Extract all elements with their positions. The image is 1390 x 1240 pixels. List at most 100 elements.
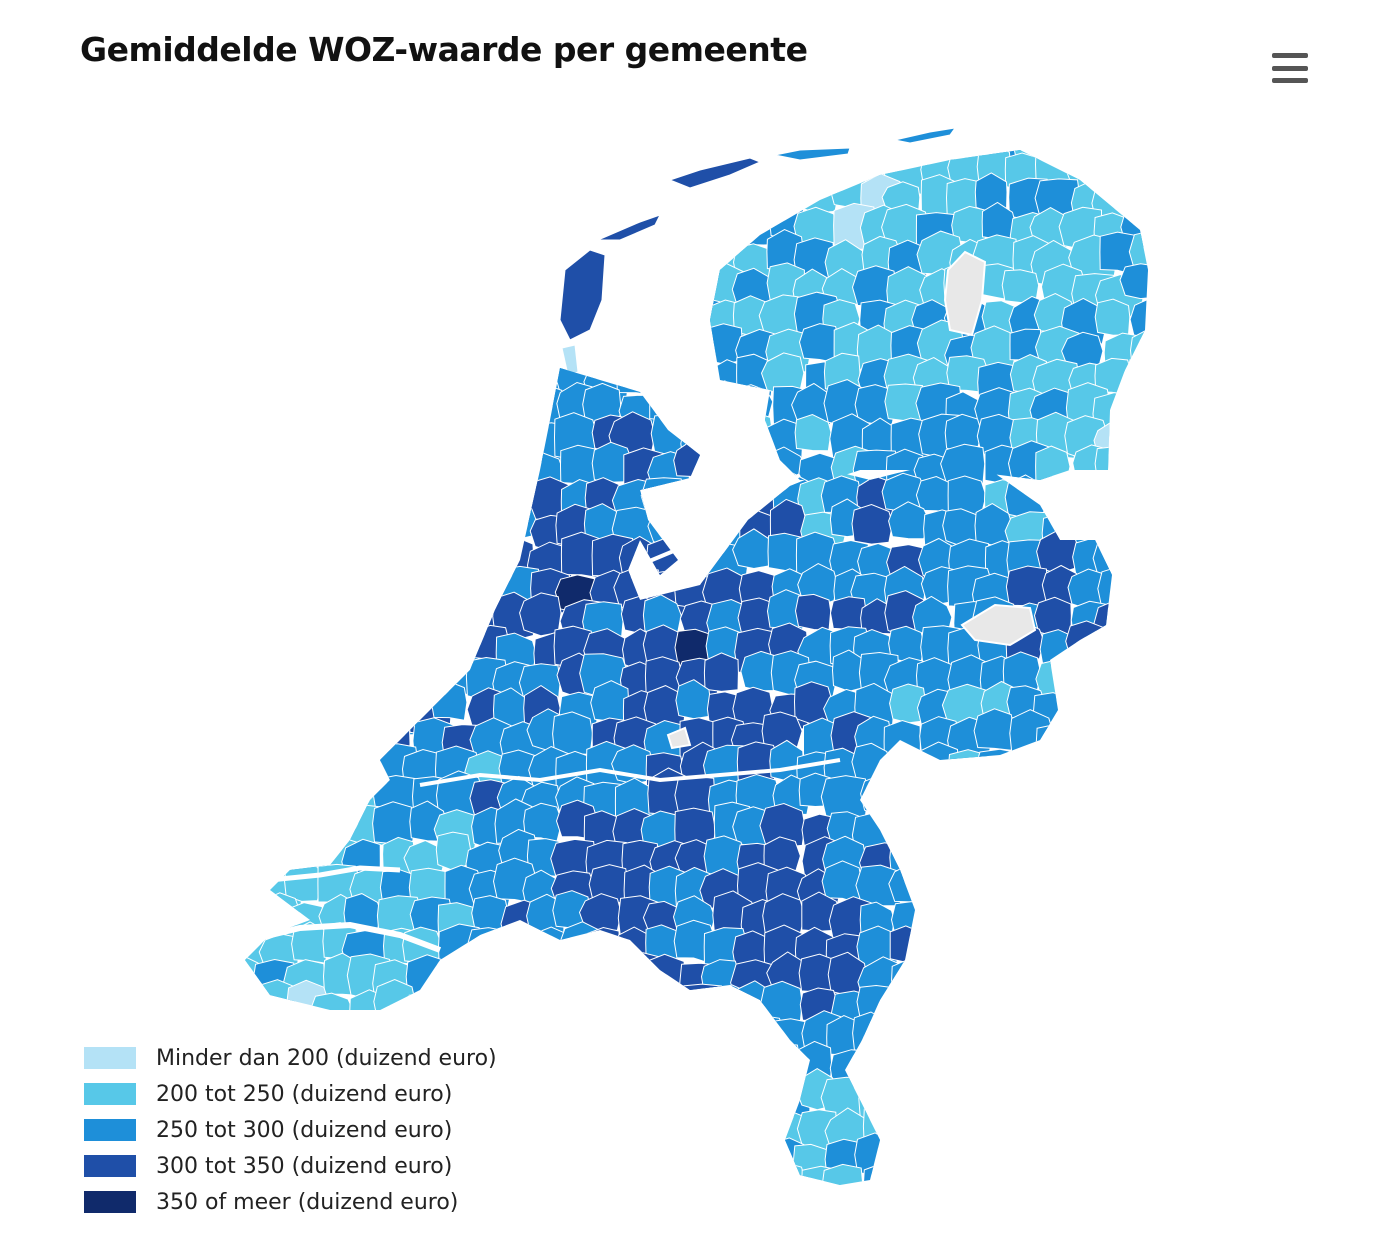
municipality-cell xyxy=(1094,298,1131,336)
municipality-cell xyxy=(654,1072,696,1121)
municipality-cell xyxy=(1064,685,1114,737)
municipality-cell xyxy=(346,441,394,489)
municipality-cell xyxy=(1003,927,1048,974)
municipality-cell xyxy=(309,992,354,1032)
municipality-cell xyxy=(882,1105,926,1150)
municipality-cell xyxy=(372,150,414,158)
municipality-cell xyxy=(497,268,537,309)
municipality-cell xyxy=(1042,474,1081,516)
municipality-cell xyxy=(974,991,1015,1036)
municipality-cell xyxy=(618,986,662,1030)
municipality-cell xyxy=(498,301,539,343)
municipality-cell xyxy=(1122,651,1148,697)
municipality-cell xyxy=(496,241,546,287)
municipality-cell xyxy=(738,1134,784,1174)
municipality-cell xyxy=(347,746,383,786)
municipality-cell xyxy=(252,808,298,853)
municipality-cell xyxy=(851,503,894,545)
municipality-cell xyxy=(522,323,570,370)
municipality-cell xyxy=(701,323,743,365)
municipality-cell xyxy=(1127,354,1148,389)
municipality-cell xyxy=(561,150,605,193)
municipality-cell xyxy=(730,1104,776,1154)
municipality-cell xyxy=(283,720,326,761)
municipality-cell xyxy=(344,264,385,305)
municipality-cell xyxy=(791,382,834,426)
municipality-cell xyxy=(463,357,504,398)
municipality-cell xyxy=(855,150,899,168)
municipality-cell xyxy=(350,172,395,219)
municipality-cell xyxy=(254,300,302,344)
municipality-cell xyxy=(675,1082,718,1125)
municipality-cell xyxy=(563,170,603,209)
municipality-cell xyxy=(289,239,330,285)
hamburger-menu-icon[interactable] xyxy=(1268,50,1312,86)
municipality-cell xyxy=(1064,715,1110,755)
municipality-cell xyxy=(798,323,840,364)
municipality-cell xyxy=(339,687,386,733)
municipality-cell xyxy=(559,1104,605,1151)
menu-bar xyxy=(1272,65,1308,71)
municipality-cell xyxy=(640,477,686,519)
municipality-cell xyxy=(344,630,388,677)
municipality-cell xyxy=(414,291,457,344)
municipality-cell xyxy=(968,1165,1010,1185)
municipality-cell xyxy=(1036,1012,1080,1057)
municipality-cell xyxy=(310,295,360,344)
municipality-cell xyxy=(467,168,506,213)
municipality-cell xyxy=(245,502,280,553)
municipality-cell xyxy=(375,211,412,252)
municipality-cell xyxy=(495,502,537,541)
municipality-cell xyxy=(734,446,778,493)
municipality-cell xyxy=(499,954,543,1002)
municipality-cell xyxy=(1124,957,1148,1001)
municipality-cell xyxy=(860,774,902,816)
municipality-cell xyxy=(404,534,444,572)
municipality-cell xyxy=(735,150,771,158)
municipality-cell xyxy=(317,714,356,754)
region-texel xyxy=(559,249,606,341)
municipality-cell xyxy=(676,1134,714,1174)
municipality-cell xyxy=(438,208,488,257)
municipality-cell xyxy=(526,1165,564,1185)
municipality-cell xyxy=(1128,230,1148,275)
municipality-cell xyxy=(1119,596,1148,644)
municipality-cell xyxy=(379,179,419,221)
municipality-cell xyxy=(680,1165,720,1185)
municipality-cell xyxy=(245,561,269,608)
municipality-cell xyxy=(283,862,323,902)
municipality-cell xyxy=(408,989,446,1029)
municipality-cell xyxy=(984,959,1025,1000)
municipality-cell xyxy=(433,993,470,1033)
municipality-cell xyxy=(888,809,933,853)
municipality-cell xyxy=(1096,1017,1139,1062)
municipality-cell xyxy=(1131,1113,1148,1160)
municipality-cell xyxy=(1063,893,1102,935)
municipality-cell xyxy=(975,864,1019,911)
municipality-cell xyxy=(320,596,364,640)
municipality-cell xyxy=(461,951,502,991)
municipality-cell xyxy=(617,292,661,337)
municipality-cell xyxy=(1127,150,1148,187)
municipality-cell xyxy=(921,859,961,904)
municipality-cell xyxy=(765,1042,801,1079)
municipality-cell xyxy=(589,1137,627,1180)
municipality-cell xyxy=(245,387,266,432)
municipality-cell xyxy=(1065,1022,1107,1065)
municipality-cell xyxy=(256,631,300,677)
municipality-cell xyxy=(462,325,508,373)
municipality-cell xyxy=(1008,1136,1056,1184)
municipality-cell xyxy=(794,413,832,452)
municipality-cell xyxy=(254,534,294,581)
municipality-cell xyxy=(1126,1131,1148,1174)
municipality-cell xyxy=(1036,1041,1069,1082)
municipality-cell xyxy=(259,679,309,729)
municipality-cell xyxy=(381,445,425,491)
municipality-cell xyxy=(341,417,385,460)
region-no-data-groningen xyxy=(943,250,987,337)
municipality-cell xyxy=(1124,413,1148,453)
municipality-cell xyxy=(314,626,354,665)
municipality-cell xyxy=(646,979,688,1026)
municipality-cell xyxy=(888,501,931,540)
municipality-cell xyxy=(730,1161,773,1185)
